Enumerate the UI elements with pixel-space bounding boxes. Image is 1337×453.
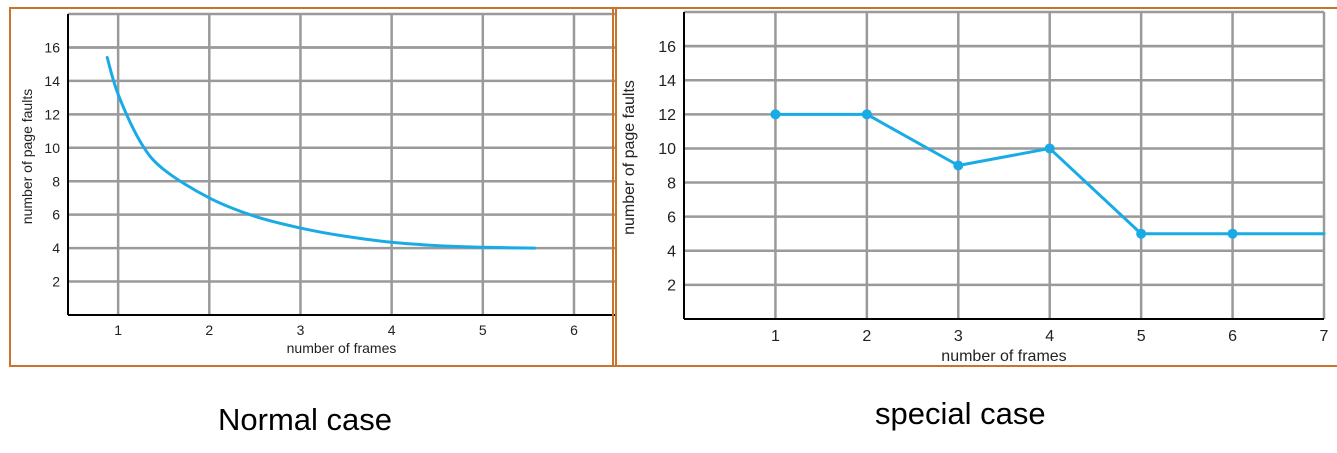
- x-tick-label: 7: [1320, 328, 1329, 345]
- x-tick-label: 1: [771, 328, 780, 345]
- x-tick-label: 4: [388, 322, 396, 338]
- y-tick-label: 4: [52, 240, 60, 256]
- y-tick-label: 12: [44, 106, 60, 122]
- data-point: [953, 160, 964, 171]
- chart-panel-normal: 1 2 3 4 5 6 2 4 6 8 10 12 14 16 number of frames number…: [9, 7, 617, 367]
- x-tick-label: 1: [114, 322, 122, 338]
- data-point: [861, 109, 872, 120]
- y-tick-label: 14: [658, 73, 676, 90]
- x-tick-label: 3: [954, 328, 963, 345]
- y-tick-label: 2: [52, 274, 60, 290]
- data-point: [1044, 143, 1055, 154]
- y-tick-label: 4: [667, 244, 676, 261]
- x-tick-label: 6: [570, 322, 578, 338]
- x-tick-label: 2: [862, 328, 871, 345]
- x-tick-label: 6: [1228, 328, 1237, 345]
- x-tick-label: 4: [1045, 328, 1054, 345]
- x-tick-label: 5: [1137, 328, 1146, 345]
- x-tick-label: 2: [205, 322, 213, 338]
- caption-normal-case: Normal case: [218, 402, 392, 437]
- caption-special-case: special case: [875, 396, 1046, 431]
- y-tick-label: 8: [667, 175, 676, 192]
- x-axis-title: number of frames: [941, 348, 1066, 365]
- y-tick-label: 14: [44, 73, 60, 89]
- data-point: [1227, 228, 1238, 239]
- x-tick-label: 5: [479, 322, 487, 338]
- x-axis-title: number of frames: [287, 340, 397, 356]
- y-tick-label: 6: [52, 207, 60, 223]
- chart-panel-special: 1 2 3 4 5 6 7 2 4 6 8 10 12 14 16 number of frames numbe…: [612, 7, 1337, 367]
- x-tick-label: 3: [297, 322, 305, 338]
- y-axis-title: number of page faults: [621, 80, 638, 235]
- y-tick-label: 2: [667, 278, 676, 295]
- y-tick-label: 16: [44, 39, 60, 55]
- y-tick-label: 10: [44, 140, 60, 156]
- y-tick-label: 12: [658, 107, 676, 124]
- y-tick-label: 6: [667, 209, 676, 226]
- data-point: [770, 109, 781, 120]
- y-tick-label: 10: [658, 141, 676, 158]
- y-axis-title: number of page faults: [19, 89, 35, 224]
- y-tick-label: 8: [52, 173, 60, 189]
- series-line: [105, 55, 537, 250]
- data-point: [1136, 228, 1147, 239]
- y-tick-label: 16: [658, 39, 676, 56]
